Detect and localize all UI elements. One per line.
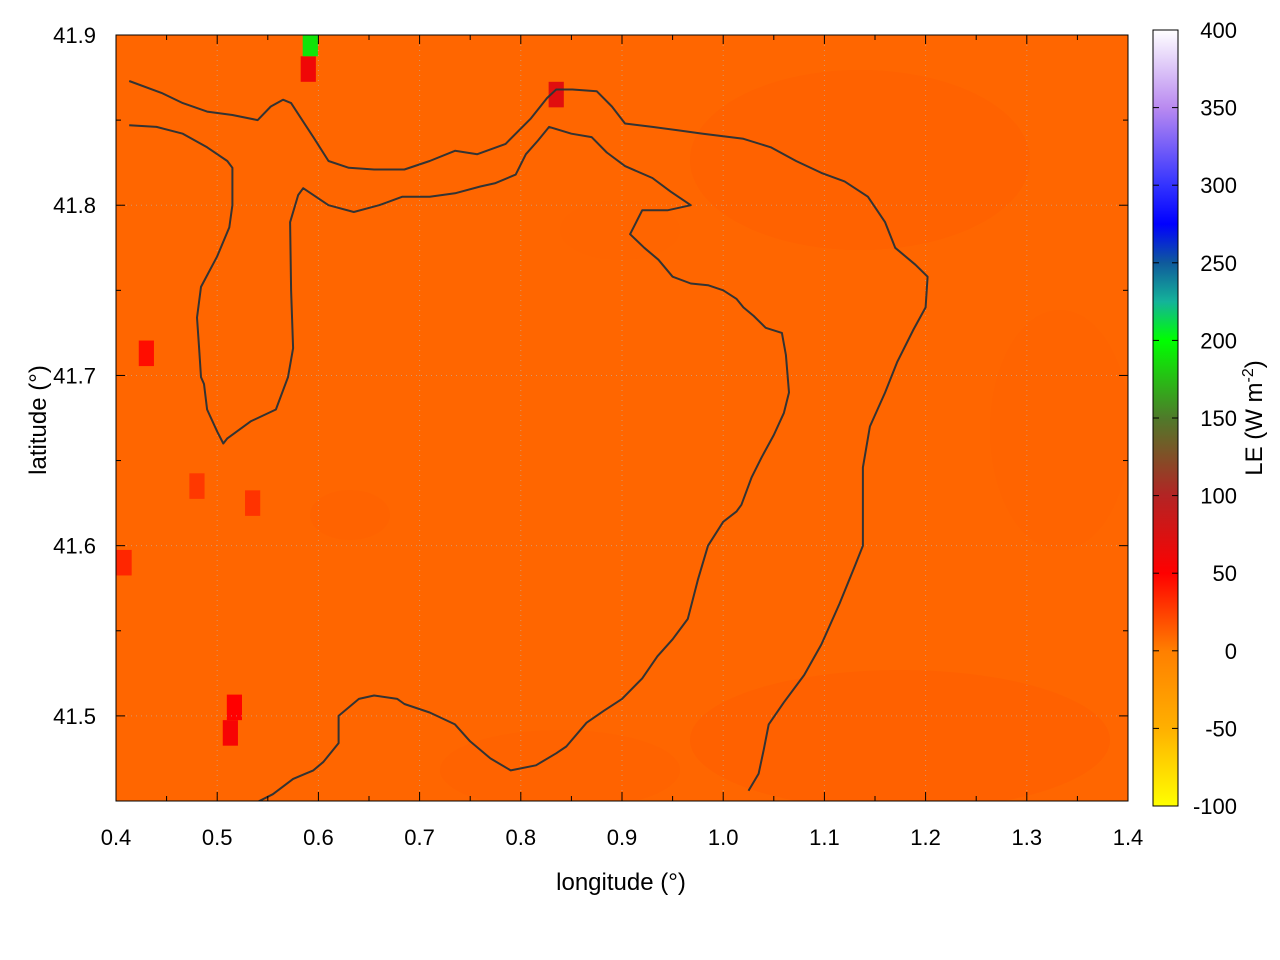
heatmap-hotspot	[222, 720, 238, 746]
x-tick-label: 0.5	[202, 825, 233, 850]
heatmap-hotspot	[302, 35, 318, 57]
x-tick-label: 1.1	[809, 825, 840, 850]
y-tick-label: 41.5	[53, 704, 96, 729]
colorbar: 400 350 300 250 200 150 100 50 0 -50 -100 LE (W m-…	[1152, 18, 1268, 819]
heatmap-hotspot	[116, 549, 132, 576]
y-tick-label: 41.6	[53, 534, 96, 559]
x-tick-label: 0.4	[101, 825, 132, 850]
heatmap-hotspot	[226, 694, 242, 721]
colorbar-ticks: 400 350 300 250 200 150 100 50 0 -50 -100	[1153, 18, 1237, 819]
x-tick-label: 1.3	[1012, 825, 1043, 850]
colorbar-tick-label: 0	[1225, 639, 1237, 664]
colorbar-tick-label: 150	[1200, 406, 1237, 431]
heatmap-hotspot	[189, 473, 205, 499]
x-tick-label: 1.0	[708, 825, 739, 850]
heatmap-hotspots	[116, 35, 564, 746]
colorbar-tick-label: 50	[1213, 561, 1237, 586]
y-tick-label: 41.8	[53, 193, 96, 218]
y-axis-title: latitude (°)	[25, 365, 52, 475]
colorbar-tick-label: 200	[1200, 328, 1237, 353]
x-axis-ticks: 0.4 0.5 0.6 0.7 0.8 0.9 1.0 1.1 1.2 1.3 1.4	[101, 35, 1144, 850]
colorbar-title-end: )	[1241, 360, 1268, 368]
colorbar-tick-label: -50	[1205, 716, 1237, 741]
colorbar-tick-label: 350	[1200, 96, 1237, 121]
colorbar-tick-label: 100	[1200, 484, 1237, 509]
colorbar-tick-label: 250	[1200, 251, 1237, 276]
colorbar-title-base: LE (W m	[1241, 382, 1268, 475]
heatmap-hotspot	[245, 490, 261, 516]
y-tick-label: 41.7	[53, 363, 96, 388]
x-tick-label: 0.9	[607, 825, 638, 850]
contour-lines	[128, 80, 929, 801]
heatmap-hotspot	[138, 340, 154, 367]
heatmap-shading	[310, 70, 1128, 801]
colorbar-title-sup: -2	[1240, 368, 1257, 382]
y-tick-label: 41.9	[53, 23, 96, 48]
colorbar-title: LE (W m-2)	[1240, 360, 1268, 476]
x-tick-label: 0.8	[506, 825, 537, 850]
x-tick-label: 0.7	[404, 825, 435, 850]
x-tick-label: 1.4	[1113, 825, 1144, 850]
plot-area: 0.4 0.5 0.6 0.7 0.8 0.9 1.0 1.1 1.2 1.3 1.4 41.541…	[53, 23, 1143, 850]
colorbar-tick-label: 400	[1200, 18, 1237, 43]
heatmap-hotspot	[300, 56, 316, 82]
colorbar-tick-label: 300	[1200, 173, 1237, 198]
x-tick-label: 1.2	[910, 825, 941, 850]
heatmap-hotspot	[548, 81, 564, 108]
colorbar-tick-label: -100	[1193, 794, 1237, 819]
contour-line	[129, 124, 790, 801]
x-axis-title: longitude (°)	[556, 869, 686, 896]
y-axis-ticks: 41.5 41.6 41.7 41.8 41.9	[53, 23, 1128, 802]
x-tick-label: 0.6	[303, 825, 334, 850]
contour-line	[128, 80, 929, 792]
